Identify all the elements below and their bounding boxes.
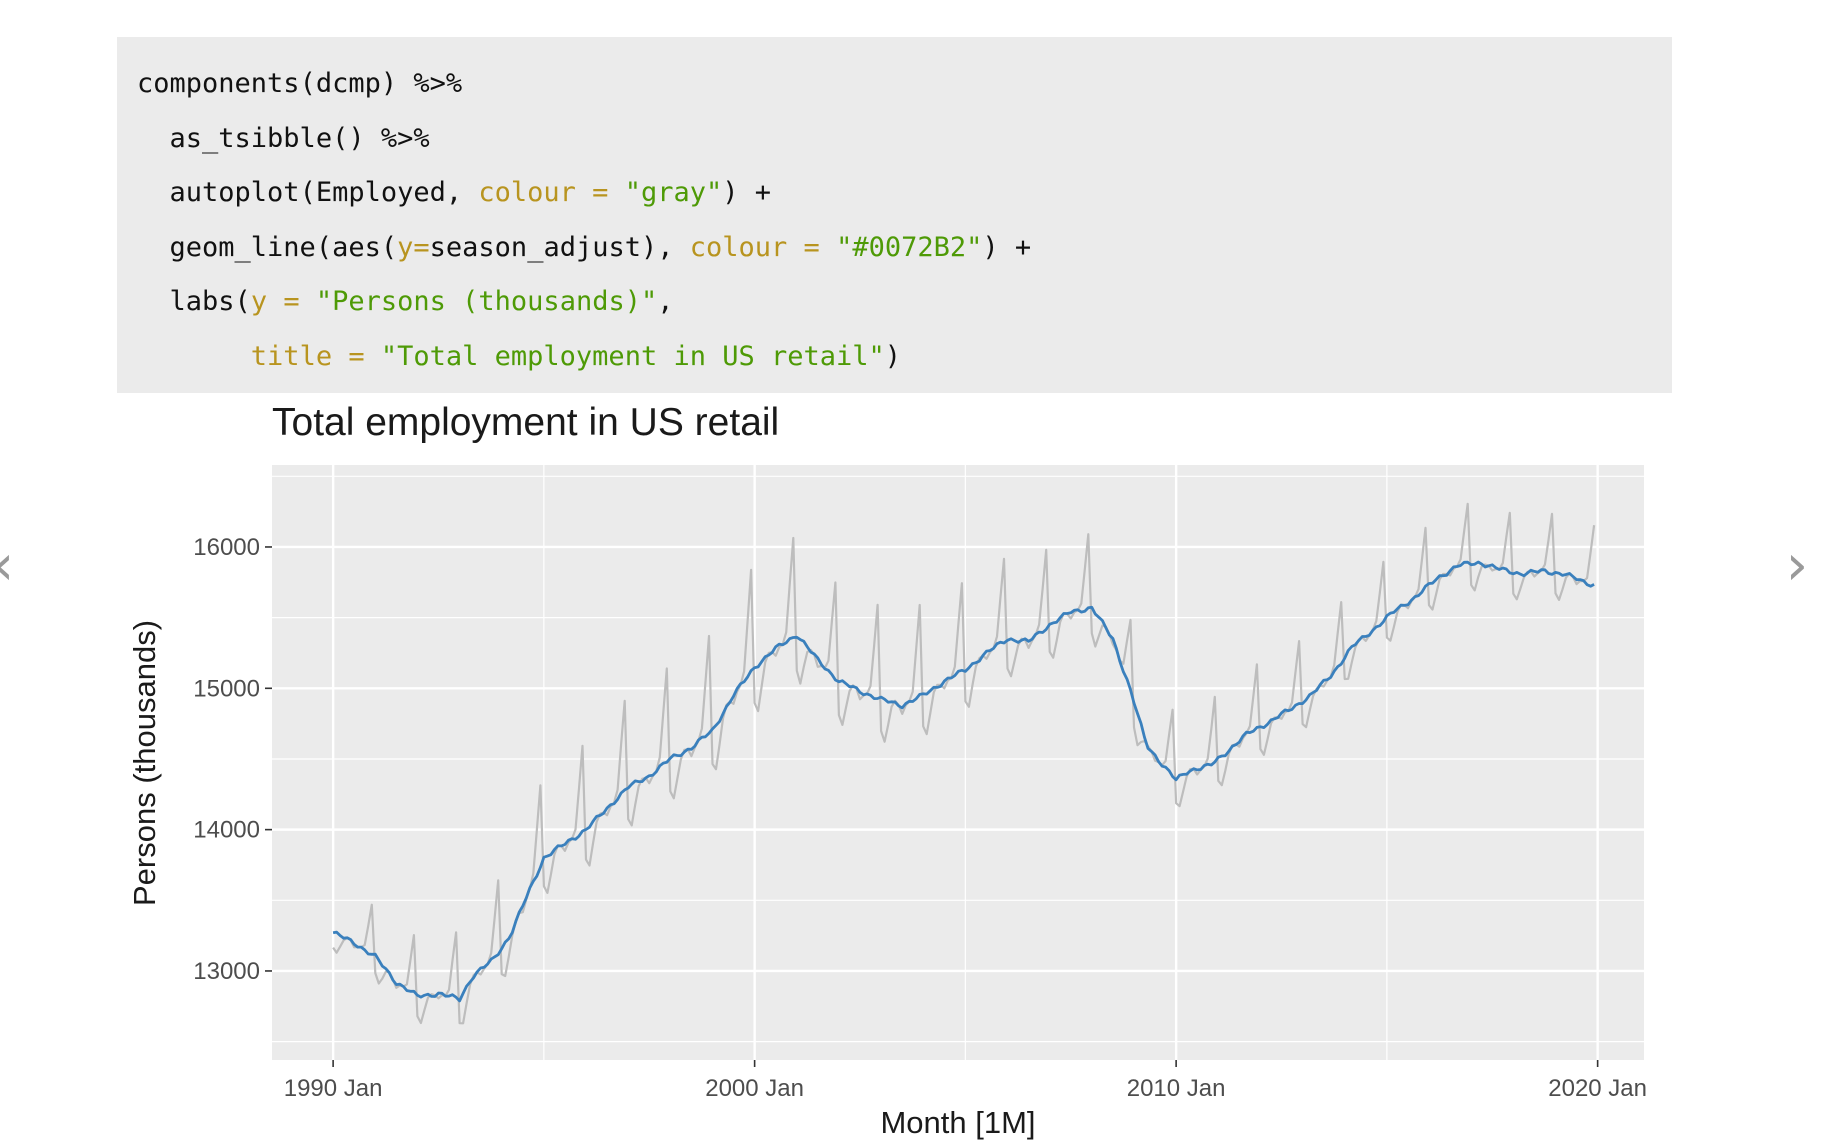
code-token: aes (332, 231, 381, 263)
code-line: geom_line(aes(y=season_adjust), colour =… (137, 221, 1652, 276)
chevron-left-icon[interactable]: ‹ (0, 533, 20, 598)
y-tick-label: 15000 (193, 675, 260, 702)
series-line-season-adjust (332, 560, 1595, 1003)
code-token: title = (250, 340, 365, 372)
x-axis-title: Month [1M] (880, 1105, 1035, 1140)
code-token: labs (169, 286, 235, 317)
y-axis-title: Persons (thousands) (127, 620, 162, 906)
code-token: y = (250, 286, 300, 317)
code-token: y= (397, 231, 430, 263)
code-token: (Employed, (299, 177, 479, 208)
code-token: ( (234, 286, 251, 317)
code-token (137, 232, 170, 263)
code-line: title = "Total employment in US retail") (137, 330, 1652, 385)
y-tick-label: 13000 (193, 958, 260, 985)
code-token (608, 177, 624, 208)
y-tick-label: 14000 (193, 817, 260, 844)
code-token: colour = (478, 177, 609, 208)
line-chart: Total employment in US retail 13000 14000… (127, 401, 1647, 1140)
code-token (137, 123, 170, 154)
code-token (137, 341, 251, 372)
code-token (137, 177, 170, 208)
code-token: autoplot (169, 177, 300, 208)
chart-title: Total employment in US retail (272, 401, 779, 444)
code-token: geom_line (169, 231, 316, 263)
series-employed (332, 502, 1596, 1025)
code-token: components (137, 68, 300, 99)
x-tick-label: 2000 Jan (705, 1075, 804, 1102)
code-token: "#0072B2" (836, 231, 983, 263)
y-tick-label: 16000 (193, 534, 260, 561)
y-axis: 13000 14000 15000 16000 (193, 534, 272, 985)
code-line: labs(y = "Persons (thousands)", (137, 275, 1652, 330)
code-token: ) (884, 340, 902, 372)
x-tick-label: 1990 Jan (284, 1075, 383, 1102)
x-tick-label: 2020 Jan (1548, 1075, 1647, 1102)
code-token: colour = (689, 231, 820, 263)
grid-major (272, 465, 1644, 1060)
code-token (300, 286, 316, 317)
code-token: ) + (722, 177, 772, 208)
code-token: season_adjust), (429, 231, 690, 263)
code-token: , (657, 286, 674, 317)
code-line: as_tsibble() %>% (137, 112, 1652, 167)
code-line: components(dcmp) %>% (137, 57, 1652, 112)
code-token: (dcmp) %>% (299, 68, 463, 99)
series-line-employed (332, 502, 1596, 1025)
x-axis: 1990 Jan 2000 Jan 2010 Jan 2020 Jan (284, 1060, 1647, 1102)
code-token (137, 286, 170, 317)
code-token: "gray" (624, 177, 723, 208)
code-token: ) + (982, 231, 1032, 263)
code-block: components(dcmp) %>% as_tsibble() %>% au… (117, 37, 1672, 393)
chevron-right-icon[interactable]: › (1785, 532, 1809, 598)
code-token (365, 341, 381, 372)
code-token: ( (380, 231, 398, 263)
code-token: as_tsibble (169, 122, 333, 154)
code-token: "Total employment in US retail" (380, 340, 885, 372)
x-tick-label: 2010 Jan (1127, 1075, 1226, 1102)
series-seasonal-adjusted (332, 560, 1595, 1003)
code-token: ( (315, 231, 333, 263)
code-line: autoplot(Employed, colour = "gray") + (137, 166, 1652, 221)
code-token: () %>% (332, 122, 430, 154)
code-token (820, 232, 836, 263)
code-token: "Persons (thousands)" (315, 286, 658, 317)
